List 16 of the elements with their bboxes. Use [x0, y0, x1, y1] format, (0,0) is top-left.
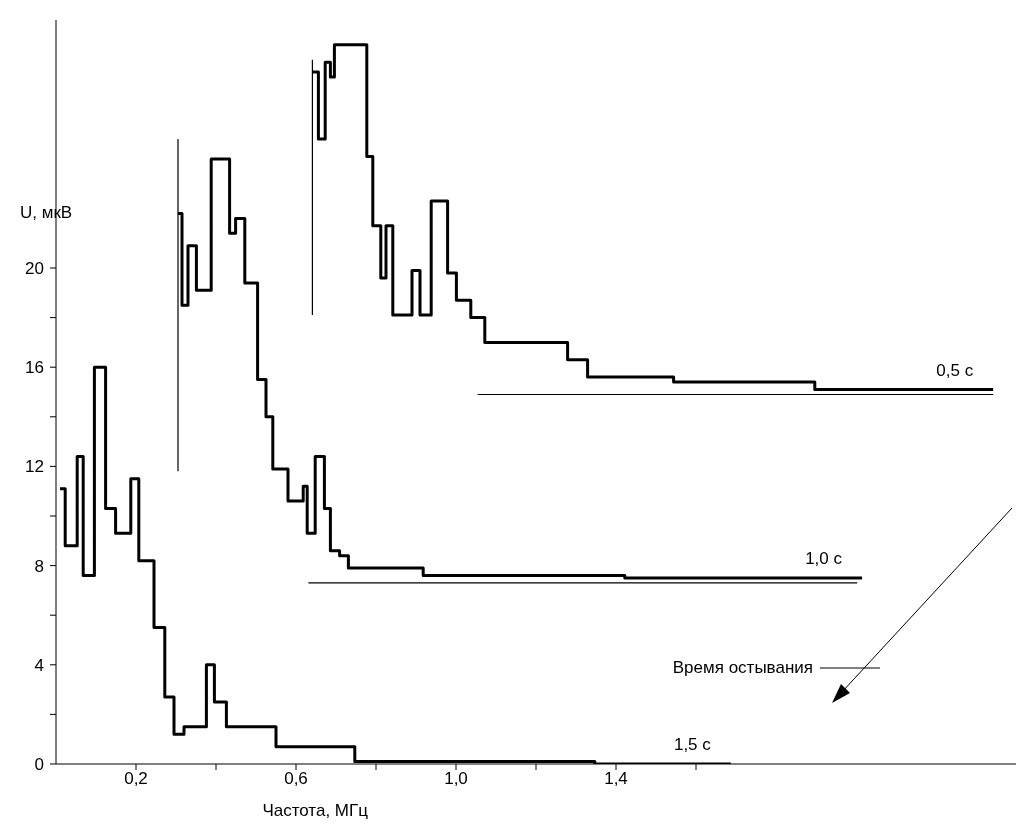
y-tick-label: 4	[34, 655, 44, 675]
y-axis-title: U, мкВ	[20, 203, 73, 223]
y-tick-label: 20	[25, 259, 44, 278]
x-tick-label: 0,2	[124, 769, 148, 789]
y-tick-label: 0	[34, 755, 44, 774]
series-label: 1,0 с	[805, 549, 843, 568]
series-label: 1,5 с	[673, 735, 712, 754]
series-label: 0,5 с	[936, 360, 974, 380]
x-tick-label: 1,0	[444, 769, 468, 789]
y-tick-label: 12	[25, 457, 44, 477]
y-tick-label: 16	[25, 358, 44, 378]
x-tick-label: 1,4	[604, 769, 628, 789]
x-tick-label: 0,6	[284, 769, 308, 789]
y-tick-label: 8	[34, 556, 44, 576]
x-axis-title: Частота, МГц	[262, 801, 369, 820]
annotation: Время остывания	[672, 658, 813, 677]
